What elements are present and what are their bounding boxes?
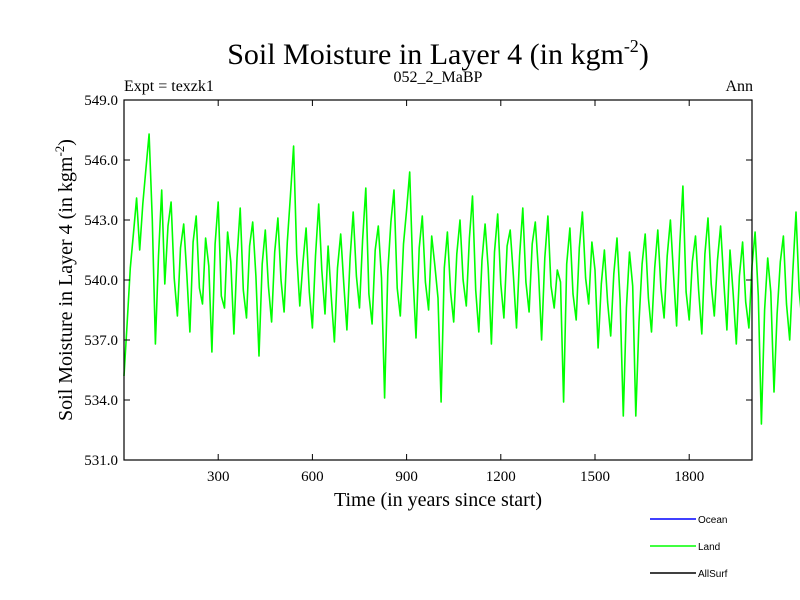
x-tick-label: 300 [207,469,230,485]
legend-label-ocean: Ocean [698,515,727,526]
y-tick-label: 534.0 [84,393,118,409]
legend: Ocean Land AllSurf [650,515,728,580]
legend-label-land: Land [698,542,720,553]
x-tick-label: 600 [301,469,324,485]
y-tick-label: 540.0 [84,273,118,289]
x-tick-label: 1500 [580,469,610,485]
x-axis: 300 600 900 1200 1500 1800 [207,100,704,485]
plot-frame [123,99,753,461]
legend-label-allsurf: AllSurf [698,569,728,580]
y-tick-label: 543.0 [84,213,118,229]
y-tick-label: 537.0 [84,333,118,349]
series-line-land [123,133,800,425]
subtitle-season: Ann [725,78,753,95]
y-tick-label: 546.0 [84,153,118,169]
x-tick-label: 900 [395,469,418,485]
y-axis-label: Soil Moisture in Layer 4 (in kgm-2) [52,139,77,421]
y-tick-label: 549.0 [84,93,118,109]
subtitle-experiment: Expt = texzk1 [124,78,214,95]
x-axis-label: Time (in years since start) [334,489,542,511]
subtitle-period: 052_2_MaBP [394,69,483,86]
x-tick-label: 1800 [674,469,704,485]
y-axis: 531.0 534.0 537.0 540.0 543.0 546.0 549.0 [84,93,752,469]
x-tick-label: 1200 [486,469,516,485]
y-tick-label: 531.0 [84,453,118,469]
chart-title: Soil Moisture in Layer 4 (in kgm-2) [227,36,649,71]
